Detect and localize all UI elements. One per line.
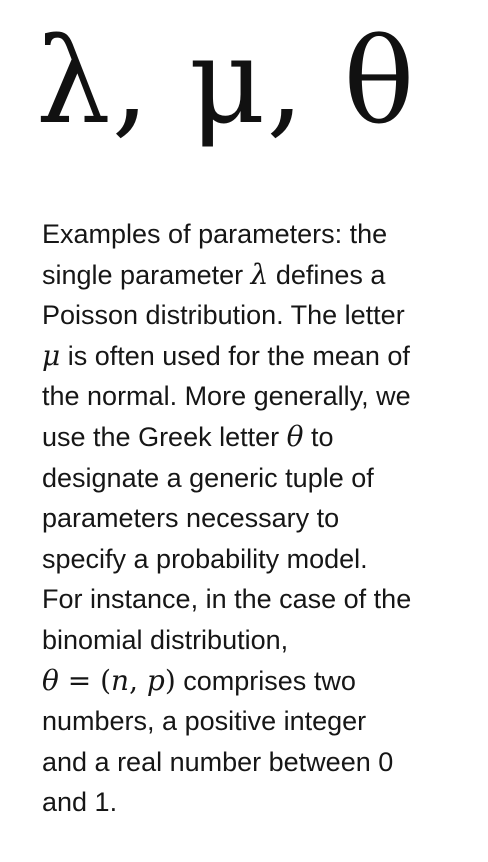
math-equals-open: = ( (58, 663, 112, 697)
definition-paragraph: Examples of parameters: the single param… (42, 214, 482, 823)
text-line: Poisson distribution. The letter (42, 295, 482, 336)
text-line: θ = (n, p) comprises two (42, 661, 482, 702)
math-comma: , (129, 663, 147, 697)
text-segment: For instance, in the case of the (42, 584, 412, 615)
text-line: For instance, in the case of the (42, 579, 482, 620)
text-line: specify a probability model. (42, 539, 482, 580)
text-segment: numbers, a positive integer (42, 706, 367, 737)
math-mu: μ (42, 338, 61, 372)
text-segment: designate a generic tuple of (42, 462, 374, 493)
text-segment: comprises two (175, 665, 356, 696)
text-line: numbers, a positive integer (42, 701, 482, 742)
greek-symbols-heading: λ, μ, θ (36, 12, 416, 150)
math-n: n (111, 663, 130, 697)
text-segment: and a real number between 0 (42, 746, 394, 777)
text-line: and 1. (42, 782, 482, 823)
math-p: p (146, 663, 165, 697)
text-line: single parameter λ defines a (42, 255, 482, 296)
math-close-paren: ) (164, 663, 176, 697)
text-segment: specify a probability model. (42, 543, 368, 574)
text-segment: binomial distribution, (42, 624, 289, 655)
text-segment: the normal. More generally, we (42, 381, 411, 412)
headline: λ, μ, θ (0, 0, 488, 200)
text-line: designate a generic tuple of (42, 458, 482, 499)
math-theta: θ (42, 663, 59, 697)
text-line: binomial distribution, (42, 620, 482, 661)
text-segment: and 1. (42, 787, 118, 818)
text-segment: Poisson distribution. The letter (42, 300, 405, 331)
text-segment: single parameter (42, 259, 251, 290)
text-segment: is often used for the mean of (60, 340, 410, 371)
text-line: parameters necessary to (42, 498, 482, 539)
text-segment: : the (334, 219, 388, 249)
text-segment: use the Greek letter (42, 421, 287, 452)
text-line: Examples of parameters: the (42, 214, 482, 255)
term-highlight: Examples of parameters (42, 219, 335, 249)
text-line: use the Greek letter θ to (42, 417, 482, 458)
text-segment: to (303, 421, 334, 452)
text-line: μ is often used for the mean of (42, 336, 482, 377)
text-line: and a real number between 0 (42, 742, 482, 783)
text-line: the normal. More generally, we (42, 376, 482, 417)
math-theta: θ (286, 419, 304, 453)
text-segment: parameters necessary to (42, 503, 340, 534)
math-lambda: λ (250, 257, 269, 291)
text-segment: defines a (268, 259, 386, 290)
